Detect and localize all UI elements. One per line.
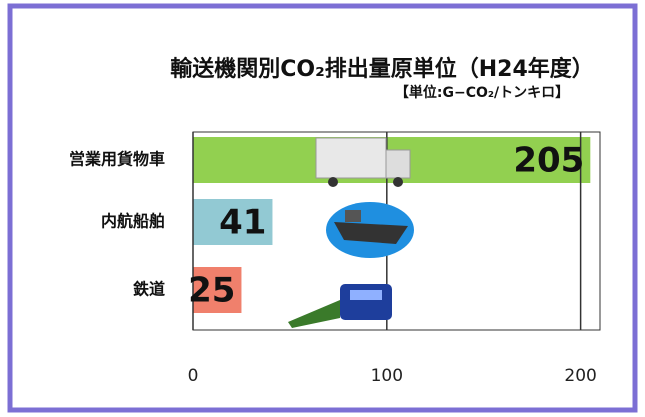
data-label: 25 — [188, 271, 235, 311]
data-label: 41 — [219, 203, 266, 243]
y-tick-label: 鉄道 — [133, 280, 165, 299]
truck-icon — [315, 137, 411, 187]
bar — [193, 199, 273, 245]
x-tick-label: 100 — [371, 366, 403, 386]
bar — [193, 267, 242, 313]
chart-title: 輸送機関別CO₂排出量原単位（H24年度） — [170, 56, 594, 82]
y-tick-label: 内航船舶 — [101, 212, 165, 231]
chart-subtitle: 【単位:G−CO₂/トンキロ】 — [395, 84, 569, 101]
ship-icon — [326, 202, 414, 258]
y-tick-label: 営業用貨物車 — [69, 150, 165, 169]
frame — [7, 3, 638, 413]
train-icon — [288, 284, 392, 328]
x-tick-label: 0 — [188, 366, 199, 386]
x-tick-label: 200 — [564, 366, 596, 386]
data-label: 205 — [513, 141, 584, 181]
